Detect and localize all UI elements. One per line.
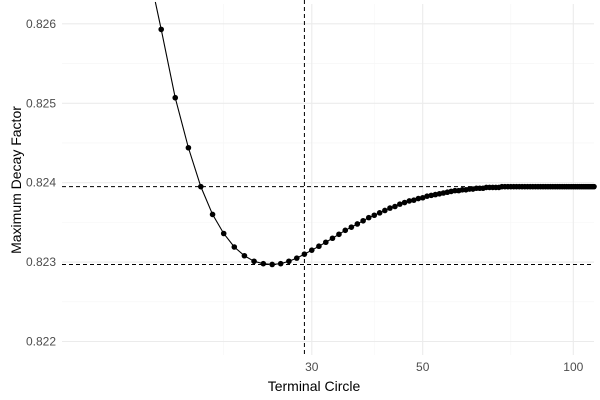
data-point [419,194,426,201]
data-point [158,26,165,33]
data-point [308,247,315,253]
data-point [387,205,393,211]
y-tick-label: 0.824 [26,176,56,190]
series-points-group [158,26,597,268]
y-tick-label: 0.822 [26,335,56,349]
y-axis-tick-labels: 0.822 0.823 0.824 0.825 0.826 [26,17,56,349]
x-axis-tick-labels: 30 50 100 [305,360,584,374]
data-point [172,94,179,101]
data-point [376,210,383,216]
data-point [401,199,408,206]
data-point [286,258,292,265]
data-point [209,211,216,218]
data-point [371,212,378,219]
data-point [428,192,435,199]
data-point [260,260,267,267]
data-point [348,224,355,230]
data-point [329,235,336,242]
x-tick-label: 30 [305,360,319,374]
data-point [316,243,322,250]
x-tick-label: 50 [416,360,430,374]
y-axis-title: Maximum Decay Factor [8,106,24,254]
data-point [397,201,403,207]
data-point [342,227,349,234]
x-axis-title: Terminal Circle [268,378,361,394]
data-point [406,198,413,204]
data-point [301,251,308,257]
minor-gridlines [62,4,594,355]
data-point [323,239,329,246]
data-point [424,193,430,199]
data-point [336,231,342,238]
data-point [365,214,372,221]
x-tick-label: 100 [563,360,583,374]
y-tick-label: 0.825 [26,96,56,110]
data-point [591,183,597,190]
data-point [185,144,192,151]
data-point [198,183,204,190]
data-point [293,255,300,261]
y-tick-label: 0.826 [26,17,56,31]
data-point [392,203,398,210]
data-point [360,217,366,224]
data-point [411,197,417,203]
data-point [251,258,257,265]
data-point [354,221,361,227]
data-point [220,230,227,237]
major-gridlines [62,4,594,355]
data-point [231,244,238,250]
data-point [415,195,422,202]
data-point [382,207,388,214]
data-point [277,260,284,267]
data-point [241,252,248,259]
y-tick-label: 0.823 [26,255,56,269]
data-point [269,261,275,268]
